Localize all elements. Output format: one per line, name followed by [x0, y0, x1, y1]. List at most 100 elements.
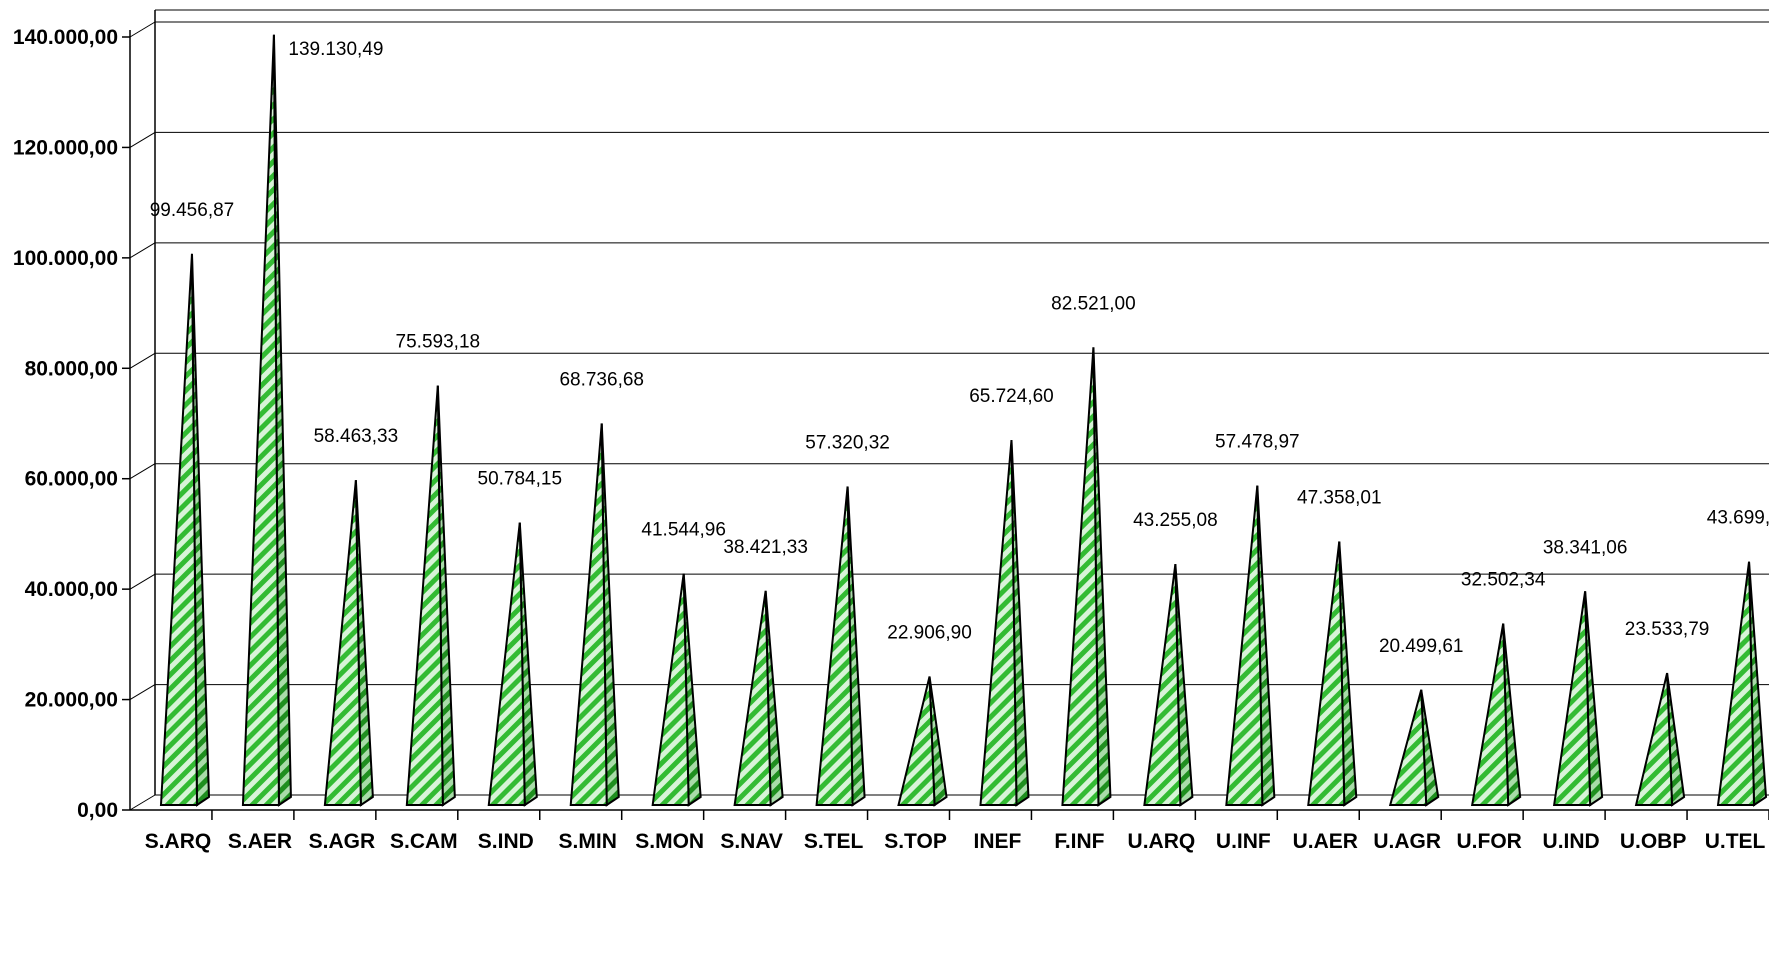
bar-u-aer — [1307, 541, 1358, 807]
data-label: 50.784,15 — [478, 469, 563, 490]
data-label: 38.421,33 — [723, 537, 808, 558]
data-label: 57.478,97 — [1215, 432, 1300, 453]
bar-front-face — [1716, 561, 1756, 806]
bar-front-face — [1307, 541, 1346, 806]
data-label: 82.521,00 — [1051, 293, 1136, 314]
chart-frame — [129, 9, 1769, 811]
grid-depth-line — [129, 242, 156, 259]
bar-front-face — [815, 486, 854, 806]
bar-inef — [979, 440, 1030, 807]
category-label: S.ARQ — [145, 830, 212, 853]
data-labels: 99.456,87 139.130,49 58.463,33 75.593,18 50.… — [150, 39, 1769, 657]
bar-u-agr — [1388, 689, 1440, 807]
grid-depth-line — [129, 21, 156, 38]
data-label: 65.724,60 — [969, 386, 1054, 407]
bar-s-ind — [487, 522, 538, 807]
data-label: 99.456,87 — [150, 200, 235, 221]
bar-front-face — [487, 522, 526, 806]
data-label: 47.358,01 — [1297, 488, 1382, 509]
bar-s-top — [897, 676, 948, 807]
bar-front-face — [1225, 485, 1264, 806]
bar-s-aer — [241, 34, 292, 807]
bar-front-face — [159, 253, 198, 806]
bar-s-nav — [733, 590, 784, 807]
bar-u-tel — [1716, 561, 1768, 807]
bar-front-face — [1470, 623, 1510, 806]
data-label: 43.699,24 — [1707, 508, 1769, 529]
category-label: U.TEL — [1705, 830, 1766, 853]
data-label: 23.533,79 — [1625, 619, 1710, 640]
y-tick-label: 80.000,00 — [25, 357, 118, 380]
bar-u-for — [1470, 623, 1522, 807]
bar-front-face — [979, 440, 1018, 806]
grid-depth-line — [129, 131, 156, 148]
data-label: 57.320,32 — [805, 433, 890, 454]
category-label: S.NAV — [720, 830, 783, 853]
data-label: 139.130,49 — [288, 39, 383, 60]
category-label: U.ARQ — [1128, 830, 1196, 853]
bar-s-tel — [815, 486, 866, 807]
category-label: U.INF — [1216, 830, 1271, 853]
x-axis-category-labels: S.ARQ S.AER S.AGR S.CAM S.IND S.MIN S.MON S.NAV… — [145, 810, 1769, 853]
category-label: S.TOP — [884, 830, 947, 853]
bar-u-ind — [1552, 591, 1604, 807]
data-label: 68.736,68 — [559, 369, 644, 390]
data-label: 20.499,61 — [1379, 636, 1464, 657]
bar-front-face — [651, 573, 690, 806]
grid-depth-line — [129, 463, 156, 480]
bar-u-inf — [1225, 485, 1276, 807]
bar-u-arq — [1143, 564, 1194, 807]
y-tick-label: 20.000,00 — [25, 689, 118, 712]
data-label: 32.502,34 — [1461, 570, 1546, 591]
category-label: U.IND — [1543, 830, 1600, 853]
bar-s-mon — [651, 573, 702, 807]
category-label: S.MIN — [559, 830, 617, 853]
bar-f-inf — [1061, 347, 1112, 807]
bar-front-face — [1061, 347, 1100, 806]
bar-s-agr — [323, 480, 374, 807]
category-label: S.IND — [478, 830, 534, 853]
y-tick-label: 140.000,00 — [13, 26, 118, 49]
bar-u-obp — [1634, 672, 1686, 807]
bar-s-min — [569, 423, 620, 807]
bar-front-face — [323, 480, 362, 806]
bar-front-face — [241, 34, 280, 806]
category-label: U.FOR — [1457, 830, 1522, 853]
category-label: S.MON — [635, 830, 704, 853]
y-tick-label: 0,00 — [77, 799, 118, 822]
bar-s-cam — [405, 385, 456, 807]
bar-s-arq — [159, 253, 210, 807]
category-label: INEF — [974, 830, 1022, 853]
data-label: 22.906,90 — [887, 623, 972, 644]
data-label: 41.544,96 — [641, 520, 726, 541]
floor-depth-left — [129, 794, 156, 811]
bar-front-face — [733, 590, 772, 806]
data-label: 38.341,06 — [1543, 537, 1628, 558]
category-label: U.OBP — [1620, 830, 1687, 853]
bar-front-face — [1552, 591, 1592, 806]
bar-front-face — [1634, 672, 1674, 806]
bars — [159, 34, 1768, 807]
grid-depth-line — [129, 573, 156, 590]
bar-front-face — [405, 385, 444, 806]
category-label: U.AER — [1293, 830, 1358, 853]
category-label: U.AGR — [1373, 830, 1441, 853]
category-label: S.AGR — [309, 830, 376, 853]
y-tick-label: 100.000,00 — [13, 247, 118, 270]
category-label: S.CAM — [390, 830, 458, 853]
y-axis-ticks: 0,00 20.000,00 40.000,00 60.000,00 80.000,00… — [13, 26, 130, 822]
bar-front-face — [1143, 564, 1182, 806]
data-label: 43.255,08 — [1133, 510, 1218, 531]
grid-depth-line — [129, 684, 156, 701]
grid-depth-line — [129, 352, 156, 369]
category-label: F.INF — [1054, 830, 1104, 853]
y-tick-label: 40.000,00 — [25, 578, 118, 601]
bar-front-face — [1388, 689, 1428, 806]
y-tick-label: 120.000,00 — [13, 136, 118, 159]
grid-lines — [129, 21, 1769, 701]
category-label: S.TEL — [804, 830, 864, 853]
bar-front-face — [569, 423, 608, 806]
y-tick-label: 60.000,00 — [25, 468, 118, 491]
data-label: 58.463,33 — [314, 426, 399, 447]
